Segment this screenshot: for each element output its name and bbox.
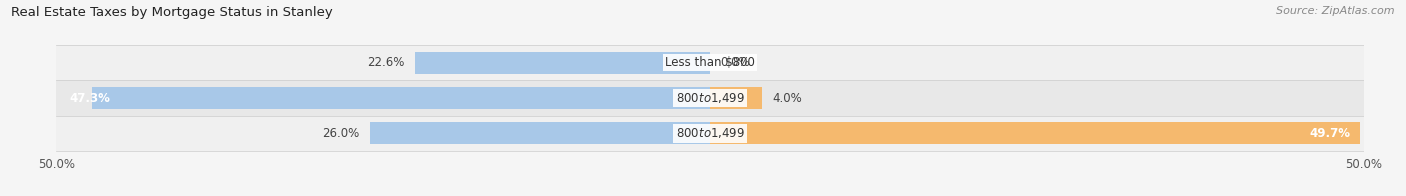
Text: $800 to $1,499: $800 to $1,499 <box>675 126 745 140</box>
Text: Real Estate Taxes by Mortgage Status in Stanley: Real Estate Taxes by Mortgage Status in … <box>11 6 333 19</box>
Bar <box>710 87 762 109</box>
Bar <box>56 45 1364 80</box>
Text: 22.6%: 22.6% <box>367 56 404 69</box>
Legend: Without Mortgage, With Mortgage: Without Mortgage, With Mortgage <box>579 193 841 196</box>
Text: Less than $800: Less than $800 <box>665 56 755 69</box>
Text: 26.0%: 26.0% <box>322 127 360 140</box>
Bar <box>56 80 1364 116</box>
Text: Source: ZipAtlas.com: Source: ZipAtlas.com <box>1277 6 1395 16</box>
Text: $800 to $1,499: $800 to $1,499 <box>675 91 745 105</box>
Text: 49.7%: 49.7% <box>1310 127 1351 140</box>
Text: 4.0%: 4.0% <box>773 92 803 104</box>
Text: 47.3%: 47.3% <box>69 92 110 104</box>
Bar <box>56 116 1364 151</box>
Text: 0.0%: 0.0% <box>720 56 751 69</box>
Bar <box>91 87 710 109</box>
Bar <box>415 52 710 74</box>
Bar <box>710 122 1360 144</box>
Bar <box>370 122 710 144</box>
